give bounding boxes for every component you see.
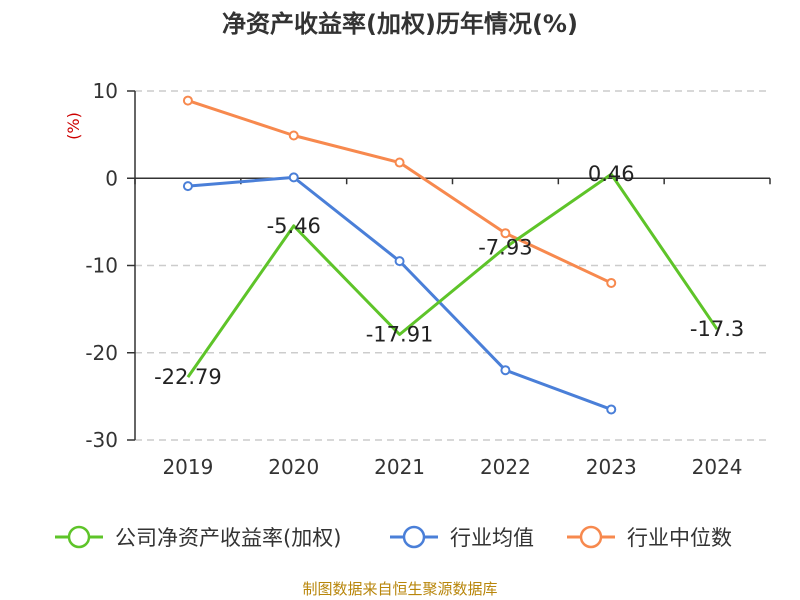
data-point [606, 404, 617, 415]
legend-marker [67, 525, 91, 549]
gridlines [135, 90, 770, 441]
legend[interactable]: 公司净资产收益率(加权) 行业均值 行业中位数 [55, 525, 732, 550]
data-label: -17.3 [690, 317, 744, 341]
legend-item[interactable]: 行业均值 [450, 526, 534, 550]
data-point [394, 256, 405, 267]
data-point [288, 172, 299, 183]
legend-marker [402, 525, 426, 549]
data-label: -5.46 [267, 214, 321, 238]
x-tick-label: 2020 [268, 455, 319, 479]
data-point [606, 277, 617, 288]
x-tick-label: 2024 [692, 455, 743, 479]
x-tick-label: 2022 [480, 455, 531, 479]
data-label: -17.91 [366, 323, 434, 347]
data-point [500, 228, 511, 239]
legend-item[interactable]: 行业中位数 [627, 526, 732, 550]
y-tick-label: 10 [93, 79, 118, 103]
data-point [182, 95, 193, 106]
series-line [187, 175, 612, 411]
series-lines [182, 95, 719, 415]
data-label: -22.79 [154, 365, 222, 389]
chart-title: 净资产收益率(加权)历年情况(%) [222, 10, 578, 38]
series-line [186, 172, 719, 378]
legend-item[interactable]: 公司净资产收益率(加权) [115, 526, 341, 550]
data-label: 0.46 [588, 162, 635, 186]
data-point [500, 365, 511, 376]
x-tick-label: 2023 [586, 455, 637, 479]
data-label: -7.93 [478, 235, 532, 259]
x-tick-label: 2021 [374, 455, 425, 479]
data-point [182, 181, 193, 192]
y-tick-label: -20 [85, 341, 118, 365]
y-tick-label: -10 [85, 254, 118, 278]
axes: 10 0 -10 -20 -30 2019 2020 2021 2022 2023 2024 [85, 79, 771, 479]
y-tick-label: -30 [85, 428, 118, 452]
source-note: 制图数据来自恒生聚源数据库 [302, 580, 497, 598]
x-tick-label: 2019 [162, 455, 213, 479]
y-axis-unit: (%) [64, 112, 83, 140]
series-line [187, 99, 612, 285]
data-point [394, 157, 405, 168]
y-tick-label: 0 [105, 166, 118, 190]
data-labels: -22.79 -5.46 -17.91 -7.93 0.46 -17.3 [154, 162, 744, 389]
legend-marker [579, 525, 603, 549]
data-point [288, 130, 299, 141]
